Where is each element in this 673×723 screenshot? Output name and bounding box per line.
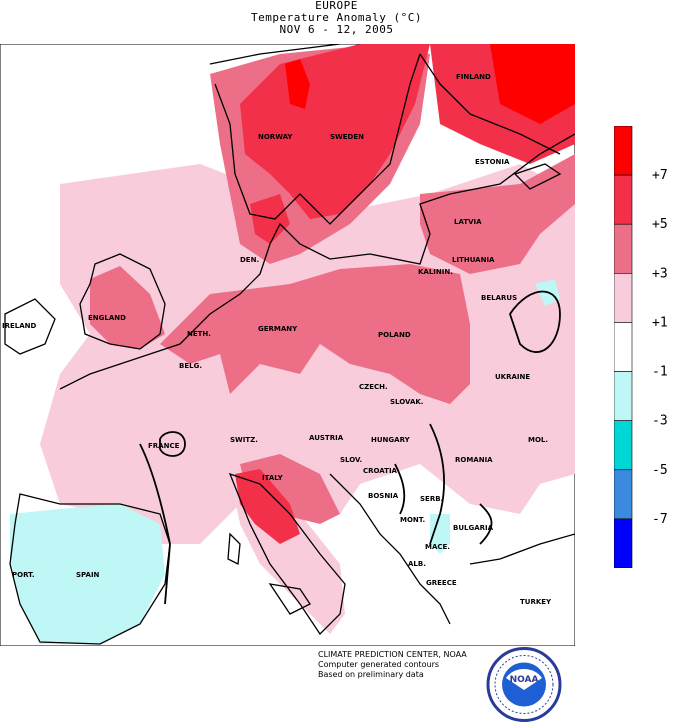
country-label: ITALY [262, 474, 284, 482]
legend-label: -7 [652, 512, 668, 527]
anomaly-fields [10, 44, 575, 644]
country-label: BELG. [179, 362, 202, 370]
legend-bin [614, 518, 633, 568]
legend-bin [614, 469, 633, 520]
country-label: NORWAY [258, 133, 293, 141]
country-label: ENGLAND [88, 314, 126, 322]
country-label: NETH. [187, 330, 211, 338]
country-label: BULGARIA [453, 524, 494, 532]
logo-bird-icon [506, 669, 542, 690]
legend-bin [614, 273, 633, 323]
country-label: SPAIN [76, 571, 100, 579]
country-label: SERB. [420, 495, 443, 503]
title-block: EUROPE Temperature Anomaly (°C) NOV 6 - … [0, 0, 673, 36]
credit-block: CLIMATE PREDICTION CENTER, NOAA Computer… [318, 650, 467, 680]
country-labels: NORWAY SWEDEN FINLAND ESTONIA LATVIA LIT… [2, 73, 552, 606]
country-label: ROMANIA [455, 456, 493, 464]
anomaly-map: NORWAY SWEDEN FINLAND ESTONIA LATVIA LIT… [0, 44, 575, 646]
credit-method: Computer generated contours [318, 660, 440, 669]
legend-bins [614, 126, 633, 568]
field-plus5-italy [235, 469, 300, 544]
country-label: GREECE [426, 579, 457, 587]
legend-label: -5 [652, 463, 668, 478]
chart-title: Temperature Anomaly (°C) [251, 11, 422, 24]
country-label: POLAND [378, 331, 411, 339]
legend-bin [614, 371, 633, 421]
country-label: GERMANY [258, 325, 298, 333]
field-plus3-england [90, 266, 165, 349]
country-label: BOSNIA [368, 492, 399, 500]
contour-lines [139, 290, 561, 605]
field-minus1-balkans [430, 514, 450, 554]
country-label: FRANCE [148, 442, 180, 450]
country-label: LITHUANIA [452, 256, 495, 264]
color-legend: +7 +5 +3 +1 -1 -3 -5 -7 [614, 126, 668, 568]
country-label: SWITZ. [230, 436, 258, 444]
legend-bin [614, 174, 633, 225]
legend-labels: +7 +5 +3 +1 -1 -3 -5 -7 [652, 168, 668, 527]
region-title: EUROPE [315, 0, 358, 12]
field-plus3-central [160, 264, 470, 404]
legend-label: +1 [652, 315, 668, 330]
country-label: SLOV. [340, 456, 362, 464]
legend-bin [614, 420, 633, 471]
noaa-logo: NOAA [486, 647, 562, 722]
legend-label: -3 [652, 414, 668, 429]
logo-inner-ring [494, 655, 554, 714]
field-plus7-norway [285, 59, 310, 109]
country-label: FINLAND [456, 73, 491, 81]
legend-label: -1 [652, 365, 668, 380]
legend-bin [614, 126, 633, 176]
country-label: ESTONIA [475, 158, 510, 166]
country-label: PORT. [12, 571, 35, 579]
field-plus7-finland [490, 44, 575, 124]
country-label: UKRAINE [495, 373, 530, 381]
country-label: MOL. [528, 436, 548, 444]
legend-bin [614, 223, 633, 274]
country-label: DEN. [240, 256, 259, 264]
country-label: KALININ. [418, 268, 453, 276]
country-label: TURKEY [520, 598, 552, 606]
field-plus5-scandinavia [240, 44, 430, 219]
date-range: NOV 6 - 12, 2005 [279, 23, 394, 36]
legend-label: +3 [652, 266, 668, 281]
country-label: LATVIA [454, 218, 482, 226]
country-label: MACE. [425, 543, 450, 551]
legend-label: +5 [652, 217, 668, 232]
country-label: CROATIA [363, 467, 398, 475]
credit-source: CLIMATE PREDICTION CENTER, NOAA [318, 650, 467, 659]
coastlines [4, 44, 575, 645]
country-label: CZECH. [359, 383, 388, 391]
country-label: AUSTRIA [309, 434, 344, 442]
logo-text: NOAA [510, 675, 539, 685]
legend-bin [614, 322, 633, 372]
credit-data: Based on preliminary data [318, 670, 424, 679]
country-label: MONT. [400, 516, 425, 524]
country-label: IRELAND [2, 322, 37, 330]
field-minus1-iberia [10, 504, 165, 644]
legend-label: +7 [652, 168, 668, 183]
country-label: SLOVAK. [390, 398, 423, 406]
country-label: BELARUS [481, 294, 517, 302]
country-label: HUNGARY [371, 436, 411, 444]
field-plus3-baltic [420, 154, 575, 274]
country-label: ALB. [408, 560, 426, 568]
country-label: SWEDEN [330, 133, 364, 141]
field-plus5-denmark [250, 194, 290, 244]
